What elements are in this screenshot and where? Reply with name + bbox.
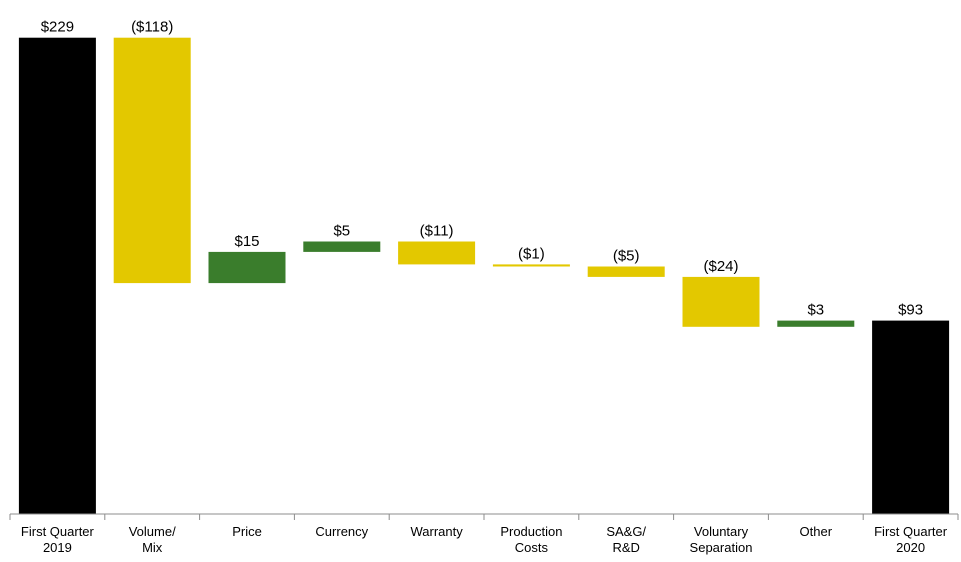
tick-label-1: Volume/Mix [129, 524, 176, 555]
x-axis: First Quarter 2019 Volume/Mix Price Currency… [9, 513, 959, 555]
data-label-4: ($11) [420, 223, 454, 240]
bar-5 [492, 264, 570, 267]
tick-label-4: Warranty [410, 524, 463, 539]
tick-label-5: Production Costs [500, 524, 562, 555]
data-label-8: $3 [807, 302, 824, 319]
data-label-1: ($118) [131, 19, 173, 36]
data-label-6: ($5) [613, 248, 640, 265]
bar-2 [208, 251, 286, 284]
bar-7 [682, 276, 760, 327]
bar-1 [113, 37, 191, 284]
bar-9 [872, 320, 950, 514]
bar-6 [587, 266, 665, 277]
bars-layer [18, 37, 950, 514]
bar-8 [777, 320, 855, 327]
tick-label-7: Voluntary Separation [690, 524, 753, 555]
tick-label-9: First Quarter 2020 [874, 524, 948, 555]
tick-label-2: Price [232, 524, 262, 539]
tick-label-0: First Quarter 2019 [21, 524, 95, 555]
data-label-2: $15 [234, 233, 259, 250]
bar-4 [398, 241, 476, 265]
tick-label-3: Currency [315, 524, 368, 539]
data-label-0: $229 [41, 19, 74, 36]
data-label-9: $93 [898, 302, 923, 319]
data-label-7: ($24) [703, 258, 738, 275]
data-labels-layer: $229 ($118) $15 $5 ($11) ($1) ($5) ($24) $3 $93 [41, 19, 923, 319]
bar-0 [18, 37, 96, 514]
tick-label-8: Other [800, 524, 833, 539]
tick-label-6: SA&G/R&D [606, 524, 646, 555]
data-label-3: $5 [333, 223, 350, 240]
bar-3 [303, 241, 381, 252]
data-label-5: ($1) [518, 245, 545, 262]
